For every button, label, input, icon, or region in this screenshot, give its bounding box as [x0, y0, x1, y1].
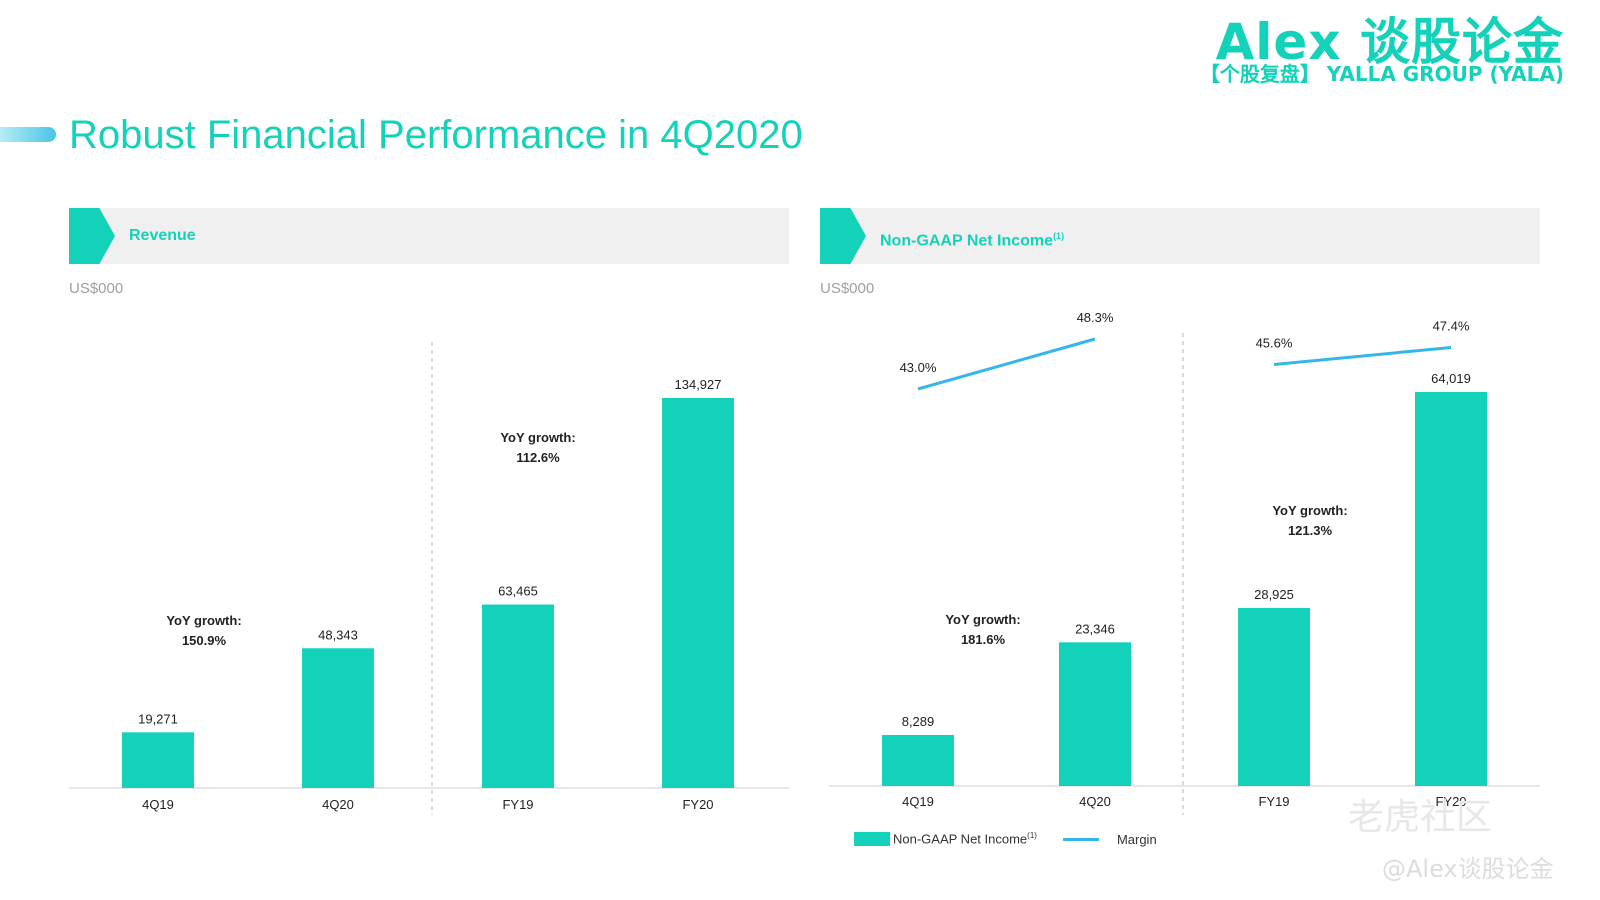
tick-label-4q20: 4Q20: [322, 797, 354, 812]
margin-label-4q19: 43.0%: [900, 360, 937, 375]
tick-label-fy19: FY19: [1258, 794, 1289, 809]
tick-label-4q19: 4Q19: [902, 794, 934, 809]
tick-label-fy20: FY20: [682, 797, 713, 812]
data-label-fy19: 63,465: [498, 584, 538, 599]
bar-4q19: [882, 734, 954, 786]
net-income-chart: 8,289 4Q19 23,346 4Q20 28,925 FY19 64,019 FY20 4…: [829, 310, 1540, 815]
data-label-fy20: 134,927: [675, 377, 722, 392]
watermark-community: 老虎社区: [1348, 797, 1493, 838]
tick-label-4q19: 4Q19: [142, 797, 174, 812]
net-income-title-footnote: (1): [1053, 231, 1065, 241]
margin-line-segment: [917, 337, 1096, 391]
bar-4q20: [1059, 642, 1131, 786]
data-label-4q19: 19,271: [138, 711, 178, 726]
legend-label-net-income: Non-GAAP Net Income(1): [893, 831, 1037, 846]
yoy-growth-value: 121.3%: [1288, 523, 1333, 538]
legend-net-income-text: Non-GAAP Net Income: [893, 831, 1028, 847]
margin-label-4q20: 48.3%: [1077, 310, 1114, 325]
yoy-growth-label: YoY growth:: [945, 612, 1020, 627]
yoy-growth-value: 150.9%: [182, 633, 227, 648]
bar-fy20: [1415, 392, 1487, 786]
margin-label-fy19: 45.6%: [1256, 335, 1293, 350]
net-income-unit-label: US$000: [820, 280, 875, 297]
data-label-fy20: 64,019: [1431, 371, 1471, 386]
revenue-unit-label: US$000: [69, 280, 124, 297]
margin-line-segment: [1273, 345, 1452, 366]
legend-label-margin: Margin: [1116, 831, 1157, 847]
revenue-chart: 19,271 4Q19 48,343 4Q20 63,465 FY19 134,927 FY2…: [69, 342, 789, 815]
bar-fy19: [1238, 607, 1310, 786]
net-income-panel-header: Non-GAAP Net Income(1): [820, 208, 1540, 264]
data-label-4q20: 23,346: [1075, 621, 1115, 636]
data-label-4q20: 48,343: [318, 627, 358, 642]
yoy-growth-value: 181.6%: [961, 632, 1006, 647]
net-income-title-text: Non-GAAP Net Income: [880, 232, 1054, 250]
revenue-panel-header: Revenue: [69, 208, 789, 264]
page-title: Robust Financial Performance in 4Q2020: [69, 113, 803, 157]
legend-swatch-margin: [1062, 837, 1099, 841]
margin-label-fy20: 47.4%: [1433, 318, 1470, 333]
bar-fy20: [662, 398, 734, 788]
tick-label-fy19: FY19: [502, 797, 533, 812]
revenue-panel-title: Revenue: [129, 227, 196, 244]
title-accent-bar: [0, 127, 56, 142]
watermark-author: @Alex谈股论金: [1382, 855, 1554, 883]
legend-swatch-net-income: [854, 832, 890, 846]
net-income-panel-title: Non-GAAP Net Income(1): [880, 208, 1064, 269]
bar-4q19: [122, 732, 194, 788]
brand-title: Alex 谈股论金: [1215, 13, 1564, 71]
yoy-growth-label: YoY growth:: [166, 613, 241, 628]
yoy-growth-label: YoY growth:: [1272, 503, 1347, 518]
chart-legend: Non-GAAP Net Income(1) Margin: [854, 829, 1157, 849]
bar-4q20: [302, 648, 374, 788]
tick-label-4q20: 4Q20: [1079, 794, 1111, 809]
tick-label-fy20: FY20: [1435, 794, 1466, 809]
yoy-growth-value: 112.6%: [516, 450, 560, 465]
brand-subtitle: 【个股复盘】 YALLA GROUP (YALA): [1199, 62, 1564, 86]
data-label-4q19: 8,289: [902, 714, 935, 729]
yoy-growth-label: YoY growth:: [500, 430, 575, 445]
legend-net-income-footnote: (1): [1027, 831, 1037, 841]
bar-fy19: [482, 604, 554, 788]
data-label-fy19: 28,925: [1254, 587, 1294, 602]
